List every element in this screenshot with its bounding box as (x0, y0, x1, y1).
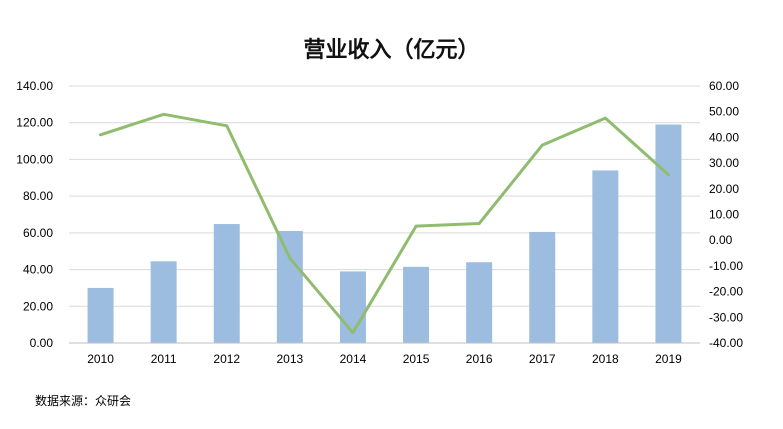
right-axis-ticks: -40.00 -30.00 -20.00 -10.00 0.00 10.00 20.00 30… (709, 79, 743, 350)
x-tick-label: 2011 (151, 352, 177, 366)
left-tick-label: 20.00 (23, 299, 53, 313)
right-tick-label: -20.00 (709, 285, 743, 299)
x-tick-label: 2010 (87, 352, 114, 366)
x-tick-label: 2017 (529, 352, 556, 366)
x-axis-ticks: 2010 2011 2012 2013 2014 2015 2016 2017 2018 2019 (69, 342, 700, 366)
right-tick-label: 10.00 (709, 208, 739, 222)
combo-chart: 0.00 20.00 40.00 60.00 80.00 100.00 120.00 140.… (16, 79, 743, 366)
right-tick-label: 30.00 (709, 156, 739, 170)
right-tick-label: 50.00 (709, 105, 739, 119)
right-tick-label: -10.00 (709, 259, 743, 273)
left-tick-label: 40.00 (23, 263, 53, 277)
x-tick-label: 2018 (592, 352, 619, 366)
left-tick-label: 60.00 (23, 226, 53, 240)
chart-title: 营业收入（亿元） (303, 38, 480, 63)
right-tick-label: 20.00 (709, 182, 739, 196)
right-tick-label: 60.00 (709, 79, 739, 93)
x-tick-label: 2016 (466, 352, 493, 366)
bar (276, 231, 303, 343)
bar (466, 262, 493, 343)
bar (213, 224, 240, 343)
line-series (99, 112, 670, 335)
bar (403, 266, 430, 343)
bar (655, 124, 682, 343)
left-axis-ticks: 0.00 20.00 40.00 60.00 80.00 100.00 120.00 140.… (16, 79, 53, 350)
bar (150, 261, 177, 343)
bar (592, 170, 619, 343)
left-tick-label: 100.00 (16, 152, 53, 166)
bar-series (87, 124, 682, 343)
x-tick-label: 2019 (655, 352, 682, 366)
x-tick-label: 2014 (340, 352, 367, 366)
right-tick-label: 40.00 (709, 130, 739, 144)
bar (529, 231, 556, 343)
bar (87, 287, 114, 343)
x-tick-label: 2013 (276, 352, 303, 366)
line-path (99, 112, 670, 335)
data-source-note: 数据来源：众研会 (35, 394, 132, 408)
right-tick-label: 0.00 (709, 233, 733, 247)
left-tick-label: 80.00 (23, 189, 53, 203)
left-tick-label: 120.00 (16, 116, 53, 130)
right-tick-label: -40.00 (709, 336, 743, 350)
right-tick-label: -30.00 (709, 310, 743, 324)
x-tick-label: 2015 (403, 352, 430, 366)
x-tick-label: 2012 (213, 352, 240, 366)
left-tick-label: 140.00 (16, 79, 53, 93)
left-tick-label: 0.00 (30, 336, 54, 350)
